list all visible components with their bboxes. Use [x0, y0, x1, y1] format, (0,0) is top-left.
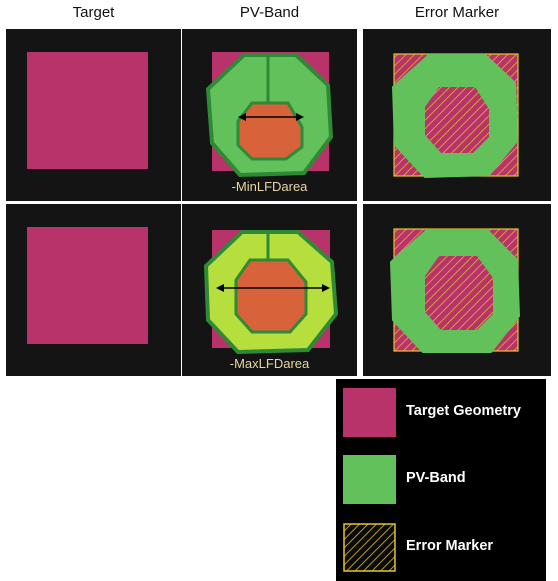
panel-error-row2	[363, 204, 551, 376]
legend-label-error: Error Marker	[406, 538, 494, 554]
inner-polygon	[236, 101, 304, 161]
legend-item-pvband: PV-Band	[343, 455, 543, 507]
legend-label-pvband: PV-Band	[406, 470, 466, 486]
panel-target-row1	[6, 29, 181, 201]
inner-polygon	[234, 258, 308, 334]
legend: Target Geometry PV-Band Error Marker	[336, 379, 546, 581]
error-inner-polygon	[425, 256, 493, 330]
legend-item-target-geometry: Target Geometry	[343, 388, 543, 440]
legend-swatch-target	[343, 388, 396, 437]
target-square	[27, 52, 148, 169]
legend-swatch-pvband	[343, 455, 396, 504]
target-square	[27, 227, 148, 344]
panel-pvband-row1: -MinLFDarea	[182, 29, 357, 201]
legend-swatch-error	[343, 523, 396, 572]
caption-max-lfd-area: -MaxLFDarea	[229, 356, 310, 371]
error-inner-polygon	[425, 87, 489, 153]
panel-error-row1	[363, 29, 551, 201]
header-error-marker: Error Marker	[414, 4, 500, 21]
legend-item-error-marker: Error Marker	[343, 523, 543, 575]
panel-target-row2	[6, 204, 181, 376]
legend-label-target: Target Geometry	[406, 403, 521, 419]
caption-min-lfd-area: -MinLFDarea	[231, 179, 308, 194]
header-target: Target	[72, 4, 115, 21]
header-pvband: PV-Band	[239, 4, 300, 21]
panel-pvband-row2: -MaxLFDarea	[182, 204, 357, 376]
